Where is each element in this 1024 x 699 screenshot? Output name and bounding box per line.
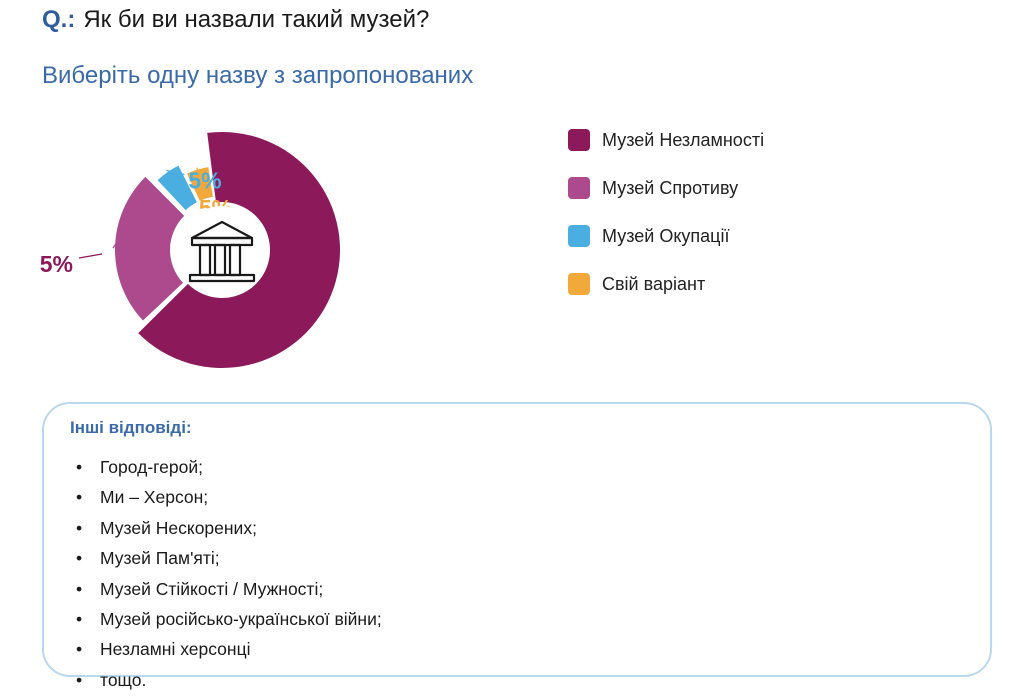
legend-swatch — [568, 225, 590, 247]
pie-slice — [157, 165, 197, 211]
other-answers-panel: Інші відповіді: Город-герой; Ми – Херсон… — [42, 402, 992, 690]
legend-item: Музей Спротиву — [568, 174, 764, 202]
pie-slice — [115, 176, 185, 321]
list-item: Музей Нескорених; — [76, 517, 382, 547]
legend-swatch — [568, 177, 590, 199]
list-item: Город-герой; — [76, 456, 382, 486]
museum-building-icon — [188, 220, 256, 283]
legend-label: Музей Спротиву — [602, 177, 739, 198]
question-prefix: Q.: — [42, 6, 76, 33]
question-text: Як би ви назвали такий музей? — [83, 6, 430, 33]
legend-item: Музей Незламності — [568, 126, 764, 154]
chart-legend: Музей Незламності Музей Спротиву Музей О… — [568, 126, 764, 318]
list-item: Ми – Херсон; — [76, 486, 382, 516]
legend-item: Музей Окупації — [568, 222, 764, 250]
legend-label: Свій варіант — [602, 273, 706, 294]
legend-swatch — [568, 273, 590, 295]
list-item: Музей Стійкості / Мужності; — [76, 578, 382, 608]
list-item: Незламні херсонці — [76, 638, 382, 668]
leader-line — [196, 167, 204, 186]
pie-slice — [187, 167, 213, 201]
data-label: 65% — [40, 251, 73, 277]
legend-label: Музей Незламності — [602, 129, 765, 150]
leader-line — [166, 169, 185, 176]
chart-subtitle: Виберіть одну назву з запропонованих — [42, 62, 474, 89]
data-label: 25% — [129, 207, 175, 233]
legend-swatch — [568, 129, 590, 151]
other-answers-list: Город-герой; Ми – Херсон; Музей Нескорен… — [76, 456, 382, 699]
donut-chart: 65%25%5%5% — [40, 132, 341, 368]
leader-line — [78, 253, 103, 259]
legend-label: Музей Окупації — [602, 225, 730, 246]
list-item: Музей російсько-української війни; — [76, 608, 382, 638]
list-item: Музей Пам'яті; — [76, 547, 382, 577]
other-answers-title: Інші відповіді: — [70, 418, 192, 437]
data-label: 5% — [188, 168, 221, 194]
legend-item: Свій варіант — [568, 270, 764, 298]
question-title: Q.: Як би ви назвали такий музей? — [42, 6, 429, 34]
list-item: тощо. — [76, 669, 382, 699]
leader-line — [112, 229, 126, 249]
pie-slice — [138, 132, 341, 368]
